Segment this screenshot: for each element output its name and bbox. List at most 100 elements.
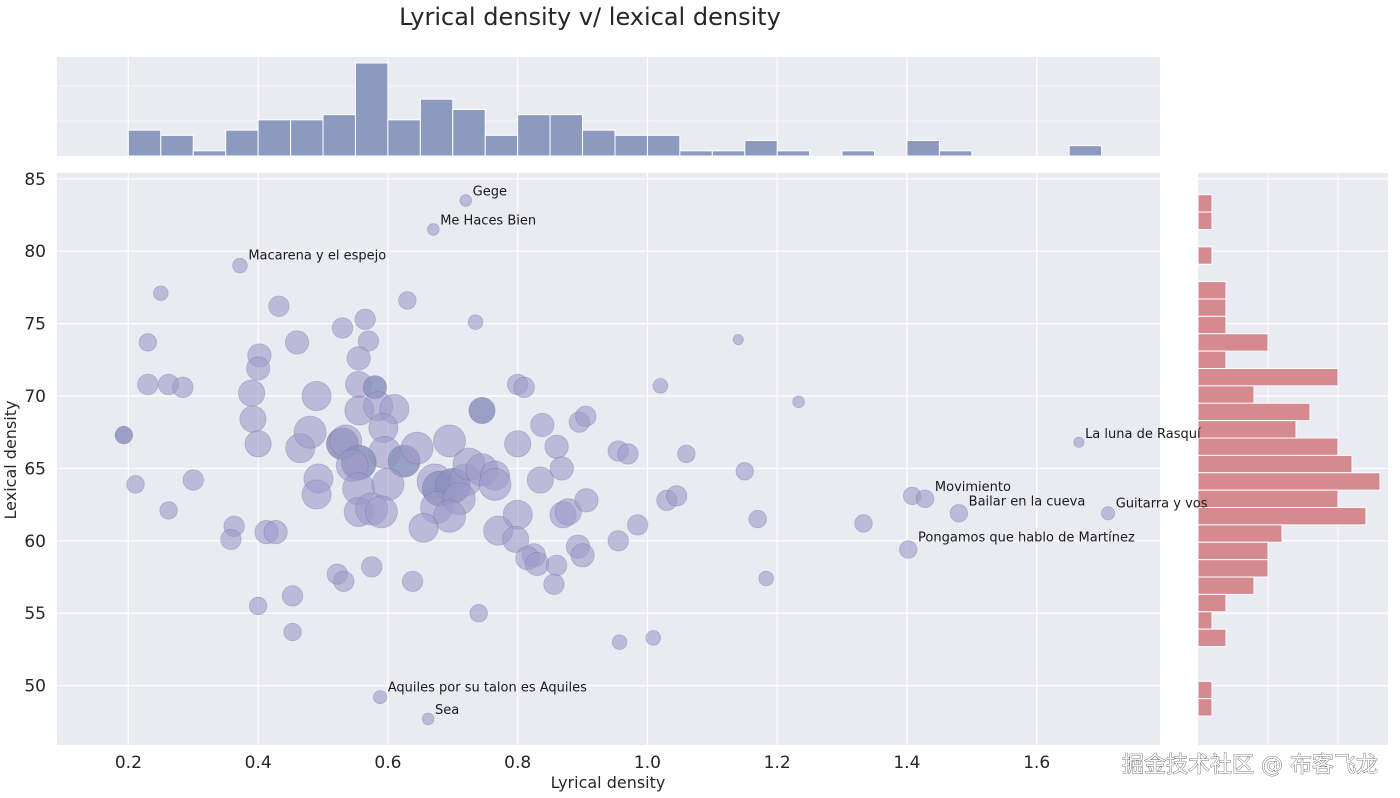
scatter-point	[301, 381, 332, 412]
x-tick-label: 1.4	[893, 753, 920, 773]
scatter-point	[246, 356, 271, 381]
right-histogram-bar	[1197, 437, 1339, 456]
scatter-point	[525, 551, 550, 577]
scatter-point	[153, 285, 169, 301]
scatter-points	[114, 194, 1116, 726]
scatter-point	[114, 425, 134, 445]
top-histogram-bar	[192, 150, 227, 157]
scatter-point	[607, 530, 629, 552]
scatter-point	[408, 512, 439, 543]
scatter-point	[627, 514, 649, 536]
right-histogram-bar	[1197, 385, 1255, 404]
x-tick-label: 0.4	[245, 753, 272, 773]
x-tick-label: 1.0	[634, 753, 661, 773]
scatter-point	[758, 570, 774, 587]
scatter-point	[652, 378, 669, 394]
scatter-plot-background	[57, 173, 1160, 745]
scatter-point	[232, 257, 248, 274]
x-tick-labels: 0.2 0.4 0.6 0.8 1.0 1.2 1.4 1.6	[115, 753, 1050, 773]
right-histogram-bars	[1197, 194, 1381, 717]
right-histogram-bar	[1197, 402, 1311, 422]
top-histogram-bar	[841, 150, 876, 157]
x-tick-label: 0.6	[374, 753, 401, 773]
scatter-point	[735, 462, 754, 481]
scatter-point	[1101, 506, 1116, 521]
scatter-point	[283, 622, 302, 642]
scatter-point	[468, 396, 496, 425]
top-histogram-bar	[582, 129, 616, 157]
scatter-point	[182, 469, 204, 491]
scatter-point	[238, 379, 266, 407]
point-annotation: La luna de Rasquí	[1085, 427, 1201, 442]
right-histogram-bar	[1197, 420, 1297, 439]
right-histogram-bar	[1197, 628, 1227, 648]
scatter-point	[732, 333, 744, 346]
top-histogram-bar	[1068, 145, 1103, 157]
top-histogram-bar	[614, 134, 648, 157]
scatter-point	[611, 634, 628, 650]
x-tick-label: 0.2	[115, 753, 142, 773]
right-histogram-bar	[1197, 454, 1353, 474]
scatter-point	[433, 424, 466, 458]
scatter-point	[301, 479, 332, 510]
scatter-point	[677, 444, 696, 464]
scatter-point	[364, 495, 398, 529]
right-histogram-bar	[1197, 489, 1339, 509]
top-histogram-bar	[711, 150, 746, 157]
scatter-point	[421, 712, 435, 726]
right-histogram-bar	[1197, 593, 1227, 613]
top-histogram	[57, 57, 1160, 157]
scatter-point	[617, 443, 639, 465]
watermark-text: 掘金技术社区 @ 布客飞龙	[1122, 753, 1378, 778]
top-histogram-bar	[906, 140, 940, 157]
right-histogram-bar	[1197, 680, 1213, 700]
point-annotation: Macarena y el espejo	[248, 248, 386, 263]
scatter-point	[331, 317, 354, 339]
scatter-point	[159, 501, 178, 520]
chart-title: Lyrical density v/ lexical density	[399, 3, 781, 31]
right-histogram-bar	[1197, 298, 1227, 317]
scatter-point	[373, 690, 388, 705]
top-histogram-bar	[257, 119, 292, 157]
right-histogram-bar	[1197, 194, 1213, 213]
right-histogram-bar	[1197, 246, 1213, 265]
scatter-point	[433, 499, 466, 533]
scatter-point	[504, 430, 532, 458]
scatter-point	[549, 456, 574, 481]
scatter-point	[400, 431, 434, 465]
scatter-point	[357, 330, 380, 352]
right-histogram-bar	[1197, 698, 1213, 717]
right-histogram-bar	[1197, 541, 1269, 561]
scatter-point	[398, 291, 417, 310]
scatter-point	[554, 498, 582, 526]
top-histogram-bars	[127, 62, 1103, 157]
y-axis-label: Lexical density	[1, 401, 20, 520]
scatter-point	[545, 554, 568, 577]
top-histogram-bar	[776, 150, 811, 157]
scatter-point	[502, 525, 530, 553]
scatter-point	[513, 376, 535, 398]
right-histogram-bar	[1197, 576, 1255, 595]
scatter-point	[268, 295, 290, 317]
top-histogram-bar	[290, 119, 324, 157]
scatter-point	[293, 415, 327, 449]
scatter-point	[361, 556, 383, 578]
scatter-point	[137, 373, 159, 396]
top-histogram-bar	[484, 134, 519, 157]
y-tick-label: 60	[24, 532, 46, 552]
y-tick-label: 50	[24, 677, 46, 697]
scatter-point	[244, 430, 272, 458]
scatter-point	[427, 223, 440, 236]
point-annotation: Sea	[435, 703, 459, 718]
right-histogram-bar	[1197, 367, 1339, 387]
scatter-point	[467, 314, 484, 330]
scatter-point	[854, 514, 873, 533]
x-tick-label: 1.2	[764, 753, 791, 773]
scatter-point	[915, 489, 935, 509]
right-histogram-bar	[1197, 333, 1269, 352]
scatter-point	[575, 405, 597, 427]
right-histogram-bar	[1197, 211, 1213, 230]
point-annotation: Movimiento	[935, 480, 1011, 495]
y-tick-label: 75	[24, 315, 46, 335]
